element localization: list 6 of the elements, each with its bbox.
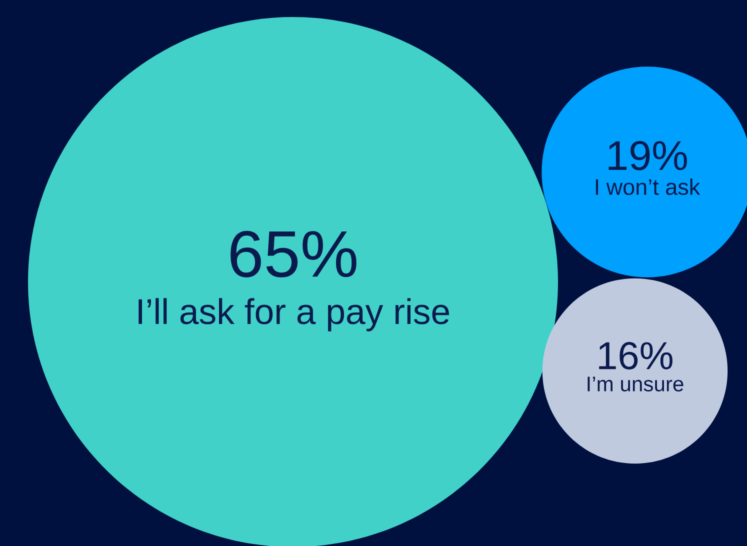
- category-label: I’ll ask for a pay rise: [138, 298, 450, 332]
- data-label: 16%: [599, 342, 672, 370]
- data-label: 19%: [608, 140, 687, 170]
- category-label: I won’t ask: [596, 178, 700, 196]
- data-label: 65%: [230, 230, 356, 278]
- category-label: I’m unsure: [588, 376, 684, 392]
